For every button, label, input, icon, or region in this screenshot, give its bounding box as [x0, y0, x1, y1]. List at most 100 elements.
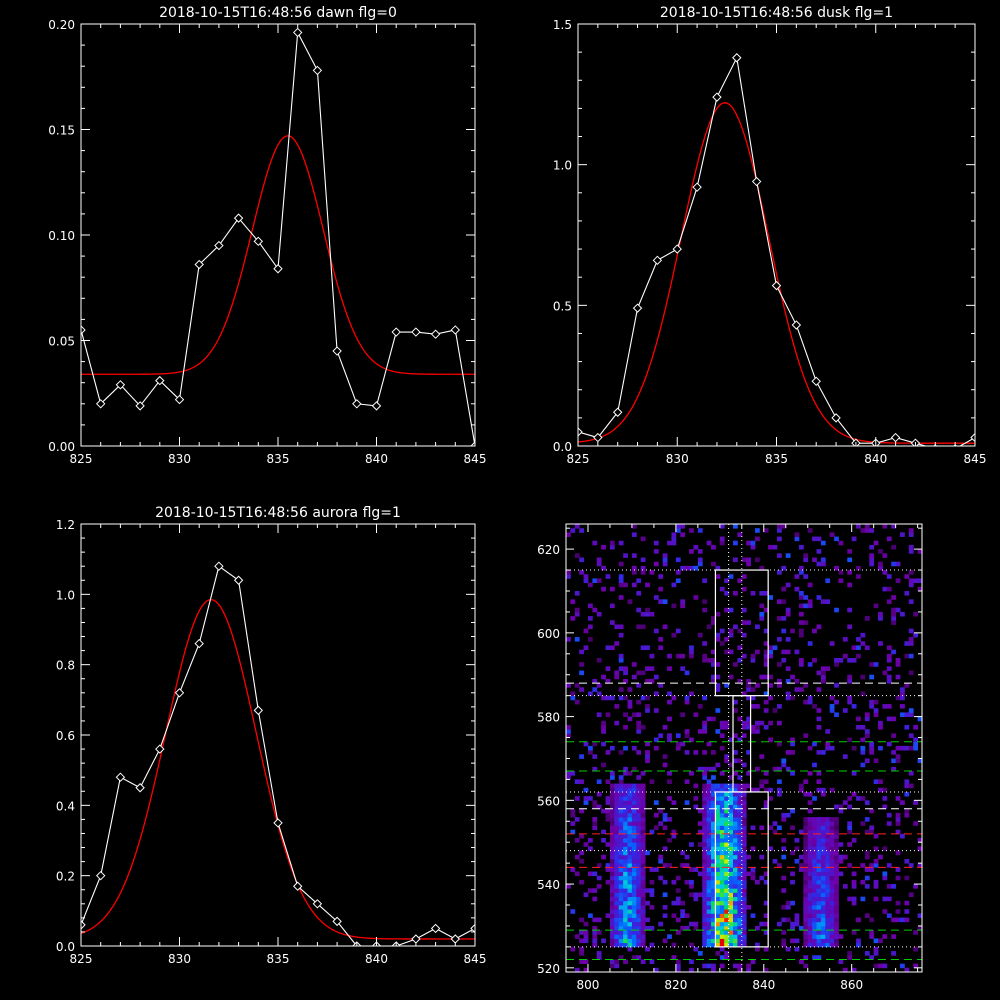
heatmap-cell [570, 808, 576, 814]
heatmap-cell [825, 833, 831, 839]
heatmap-cell [891, 649, 897, 655]
heatmap-cell [724, 879, 730, 885]
heatmap-cell [829, 833, 835, 839]
heatmap-cell [680, 532, 686, 537]
heatmap-cell [834, 821, 839, 826]
heatmap-cell [776, 825, 782, 831]
heatmap-cell [702, 641, 708, 646]
heatmap-cell [662, 817, 668, 822]
heatmap-cell [605, 574, 611, 579]
heatmap-cell [645, 582, 650, 588]
heatmap-cell [631, 532, 637, 537]
heatmap-cell [631, 745, 637, 751]
heatmap-cell [908, 653, 914, 659]
heatmap-cell [860, 737, 866, 743]
heatmap-cell [851, 879, 857, 885]
heatmap-cell [820, 909, 826, 914]
heatmap-cell [724, 578, 730, 584]
heatmap-cell [825, 825, 831, 831]
heatmap-cell [609, 850, 615, 856]
heatmap-cell [623, 905, 628, 910]
heatmap-cell [667, 838, 672, 843]
heatmap-cell [645, 888, 650, 893]
heatmap-cell [627, 812, 633, 818]
heatmap-cell [719, 540, 725, 546]
heatmap-cell [587, 582, 593, 588]
heatmap-cell [658, 808, 664, 814]
heatmap-cell [631, 796, 637, 801]
heatmap-cell [653, 800, 659, 805]
heatmap-cell [702, 909, 708, 914]
heatmap-cell [702, 829, 708, 835]
heatmap-cell [812, 938, 817, 944]
heatmap-cell [587, 691, 593, 697]
y-tick-label: 0.15 [48, 124, 75, 138]
heatmap-cell [680, 863, 686, 868]
heatmap-cell [715, 796, 721, 801]
heatmap-cell [803, 871, 809, 877]
heatmap-cell [869, 528, 875, 533]
heatmap-cell [711, 825, 716, 831]
heatmap-cell [618, 791, 624, 797]
heatmap-cell [829, 850, 835, 856]
heatmap-cell [803, 934, 809, 939]
heatmap-cell [803, 821, 809, 826]
heatmap-cell [702, 578, 708, 584]
heatmap-cell [711, 917, 716, 923]
heatmap-cell [680, 712, 686, 717]
heatmap-cell [829, 884, 835, 889]
heatmap-cell [895, 745, 901, 751]
heatmap-cell [834, 892, 839, 898]
heatmap-cell [640, 930, 646, 935]
heatmap-cell [623, 909, 628, 914]
heatmap-cell [631, 829, 637, 835]
heatmap-cell [587, 603, 593, 609]
heatmap-cell [820, 750, 826, 755]
heatmap-cell [640, 783, 646, 789]
heatmap-cell [693, 946, 699, 952]
heatmap-cell [724, 796, 730, 801]
heatmap-cell [719, 817, 725, 822]
heatmap-cell [733, 817, 738, 822]
heatmap-cell [614, 842, 620, 847]
heatmap-cell [579, 930, 584, 935]
heatmap-cell [851, 645, 857, 651]
heatmap-cell [706, 846, 712, 851]
heatmap-cell [917, 846, 922, 851]
heatmap-cell [895, 829, 901, 835]
heatmap-cell [873, 951, 879, 956]
heatmap-cell [601, 838, 606, 843]
heatmap-cell [618, 775, 624, 780]
heatmap-cell [609, 846, 615, 851]
heatmap-cell [711, 838, 716, 843]
heatmap-cell [614, 812, 620, 818]
data-point [155, 744, 165, 754]
heatmap-cell [834, 829, 839, 835]
heatmap-cell [724, 821, 730, 826]
heatmap-cell [614, 925, 620, 931]
heatmap-cell [829, 905, 835, 910]
heatmap-cell [706, 812, 712, 818]
heatmap-cell [869, 930, 875, 935]
heatmap-cell [719, 821, 725, 826]
heatmap-cell [724, 917, 730, 923]
heatmap-cell [724, 804, 730, 810]
heatmap-cell [706, 863, 712, 868]
heatmap-cell [878, 938, 883, 944]
heatmap-cell [618, 892, 624, 898]
y-tick-label: 1.5 [553, 18, 572, 32]
heatmap-cell [645, 678, 650, 684]
heatmap-cell [816, 787, 822, 793]
heatmap-cell [794, 913, 800, 918]
heatmap-cell [614, 921, 620, 927]
heatmap-cell [917, 863, 922, 868]
heatmap-cell [741, 808, 747, 814]
heatmap-cell [812, 888, 817, 893]
heatmap-cell [816, 817, 822, 822]
heatmap-cell [702, 791, 708, 797]
heatmap-cell [820, 884, 826, 889]
heatmap-cell [807, 917, 813, 923]
heatmap-cell [812, 536, 817, 542]
heatmap-cell [891, 733, 897, 738]
heatmap-cell [689, 565, 694, 571]
